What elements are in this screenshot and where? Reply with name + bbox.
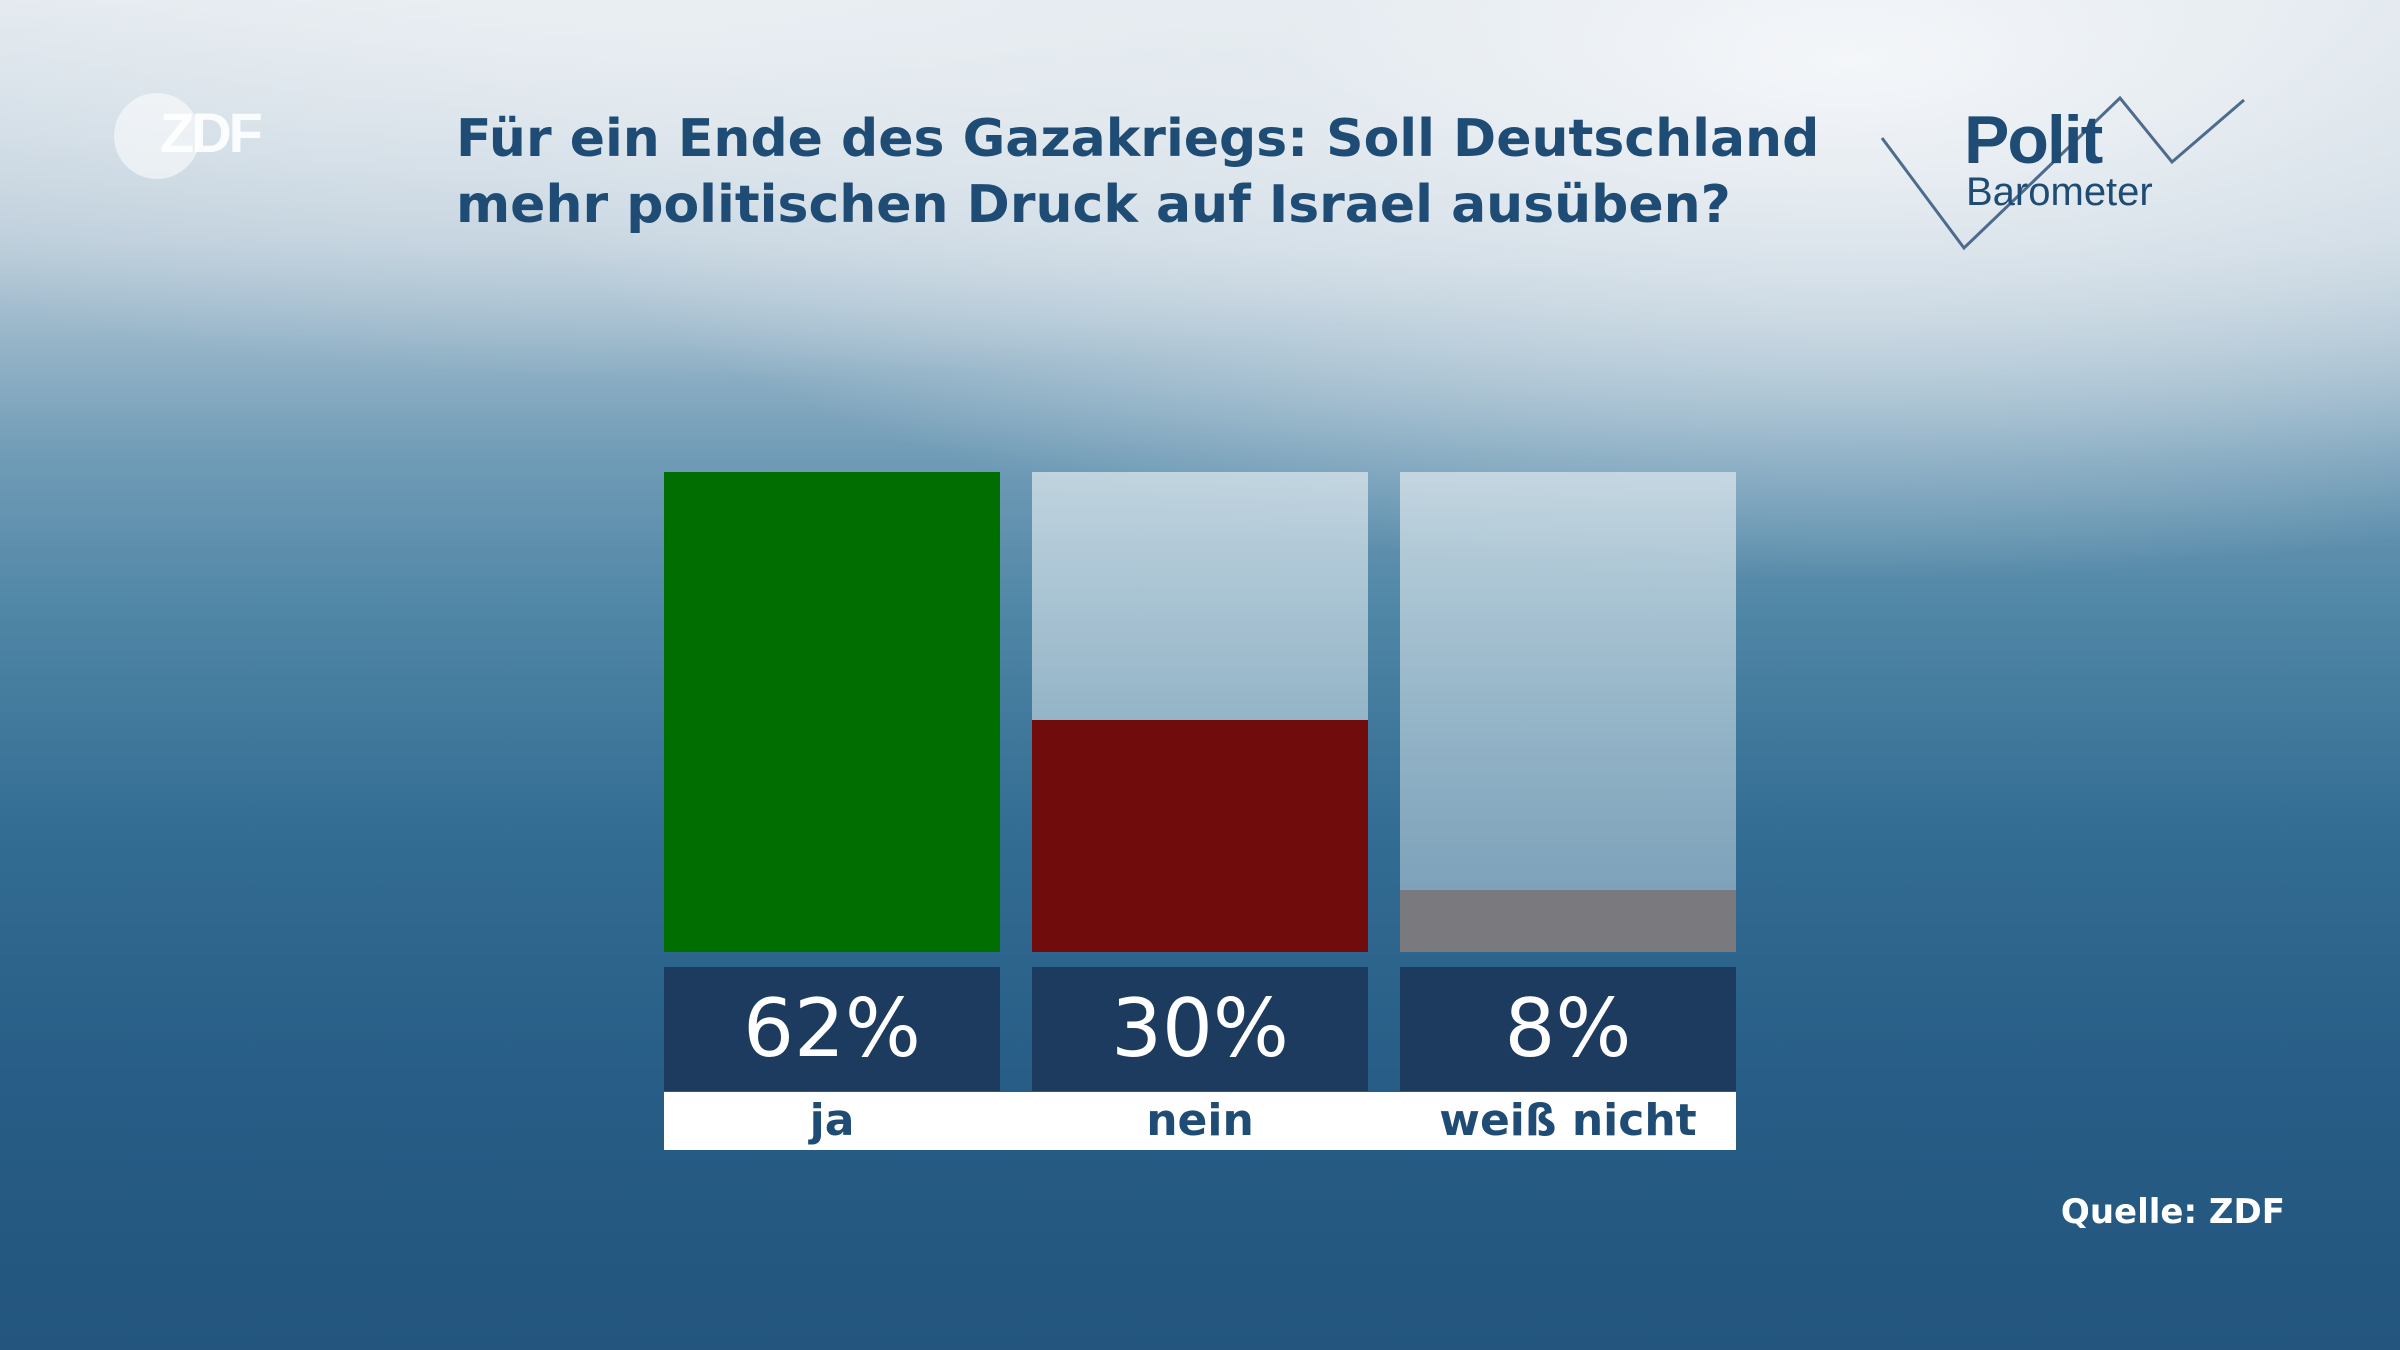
source-note: Quelle: ZDF bbox=[2060, 1192, 2285, 1232]
category-label-weiss-nicht: weiß nicht bbox=[1439, 1095, 1697, 1146]
category-label-nein: nein bbox=[1146, 1095, 1254, 1146]
bar-column-weiss-nicht: 8% weiß nicht bbox=[1400, 472, 1736, 1150]
value-label-ja: 62% bbox=[664, 967, 1000, 1091]
value-label-weiss-nicht: 8% bbox=[1400, 967, 1736, 1091]
value-label-nein: 30% bbox=[1032, 967, 1368, 1091]
bar-column-ja: 62% ja bbox=[664, 472, 1000, 1150]
zdf-logo-text: ZDF bbox=[160, 101, 263, 164]
zdf-logo: ZDF bbox=[112, 90, 282, 182]
category-label-ja: ja bbox=[809, 1095, 855, 1146]
category-label-strip bbox=[664, 1092, 1736, 1150]
chart-title-line-1: Für ein Ende des Gazakriegs: Soll Deutsc… bbox=[456, 109, 1820, 169]
bar-column-nein: 30% nein bbox=[1032, 472, 1368, 1150]
bar-ja bbox=[664, 472, 1000, 952]
chart-title-line-2: mehr politischen Druck auf Israel ausübe… bbox=[456, 175, 1731, 235]
bar-weiss-nicht bbox=[1400, 890, 1736, 952]
bar-track-weiss-nicht bbox=[1400, 472, 1736, 952]
politbarometer-logo: Polit Barometer bbox=[1880, 96, 2250, 256]
bar-nein bbox=[1032, 720, 1368, 952]
zdf-logo-circle bbox=[114, 93, 200, 179]
politbarometer-zigzag-icon bbox=[1880, 96, 2245, 251]
politbarometer-polit: Polit bbox=[1964, 102, 2103, 178]
politbarometer-barometer: Barometer bbox=[1966, 170, 2153, 214]
chart-title: Für ein Ende des Gazakriegs: Soll Deutsc… bbox=[456, 106, 1856, 238]
